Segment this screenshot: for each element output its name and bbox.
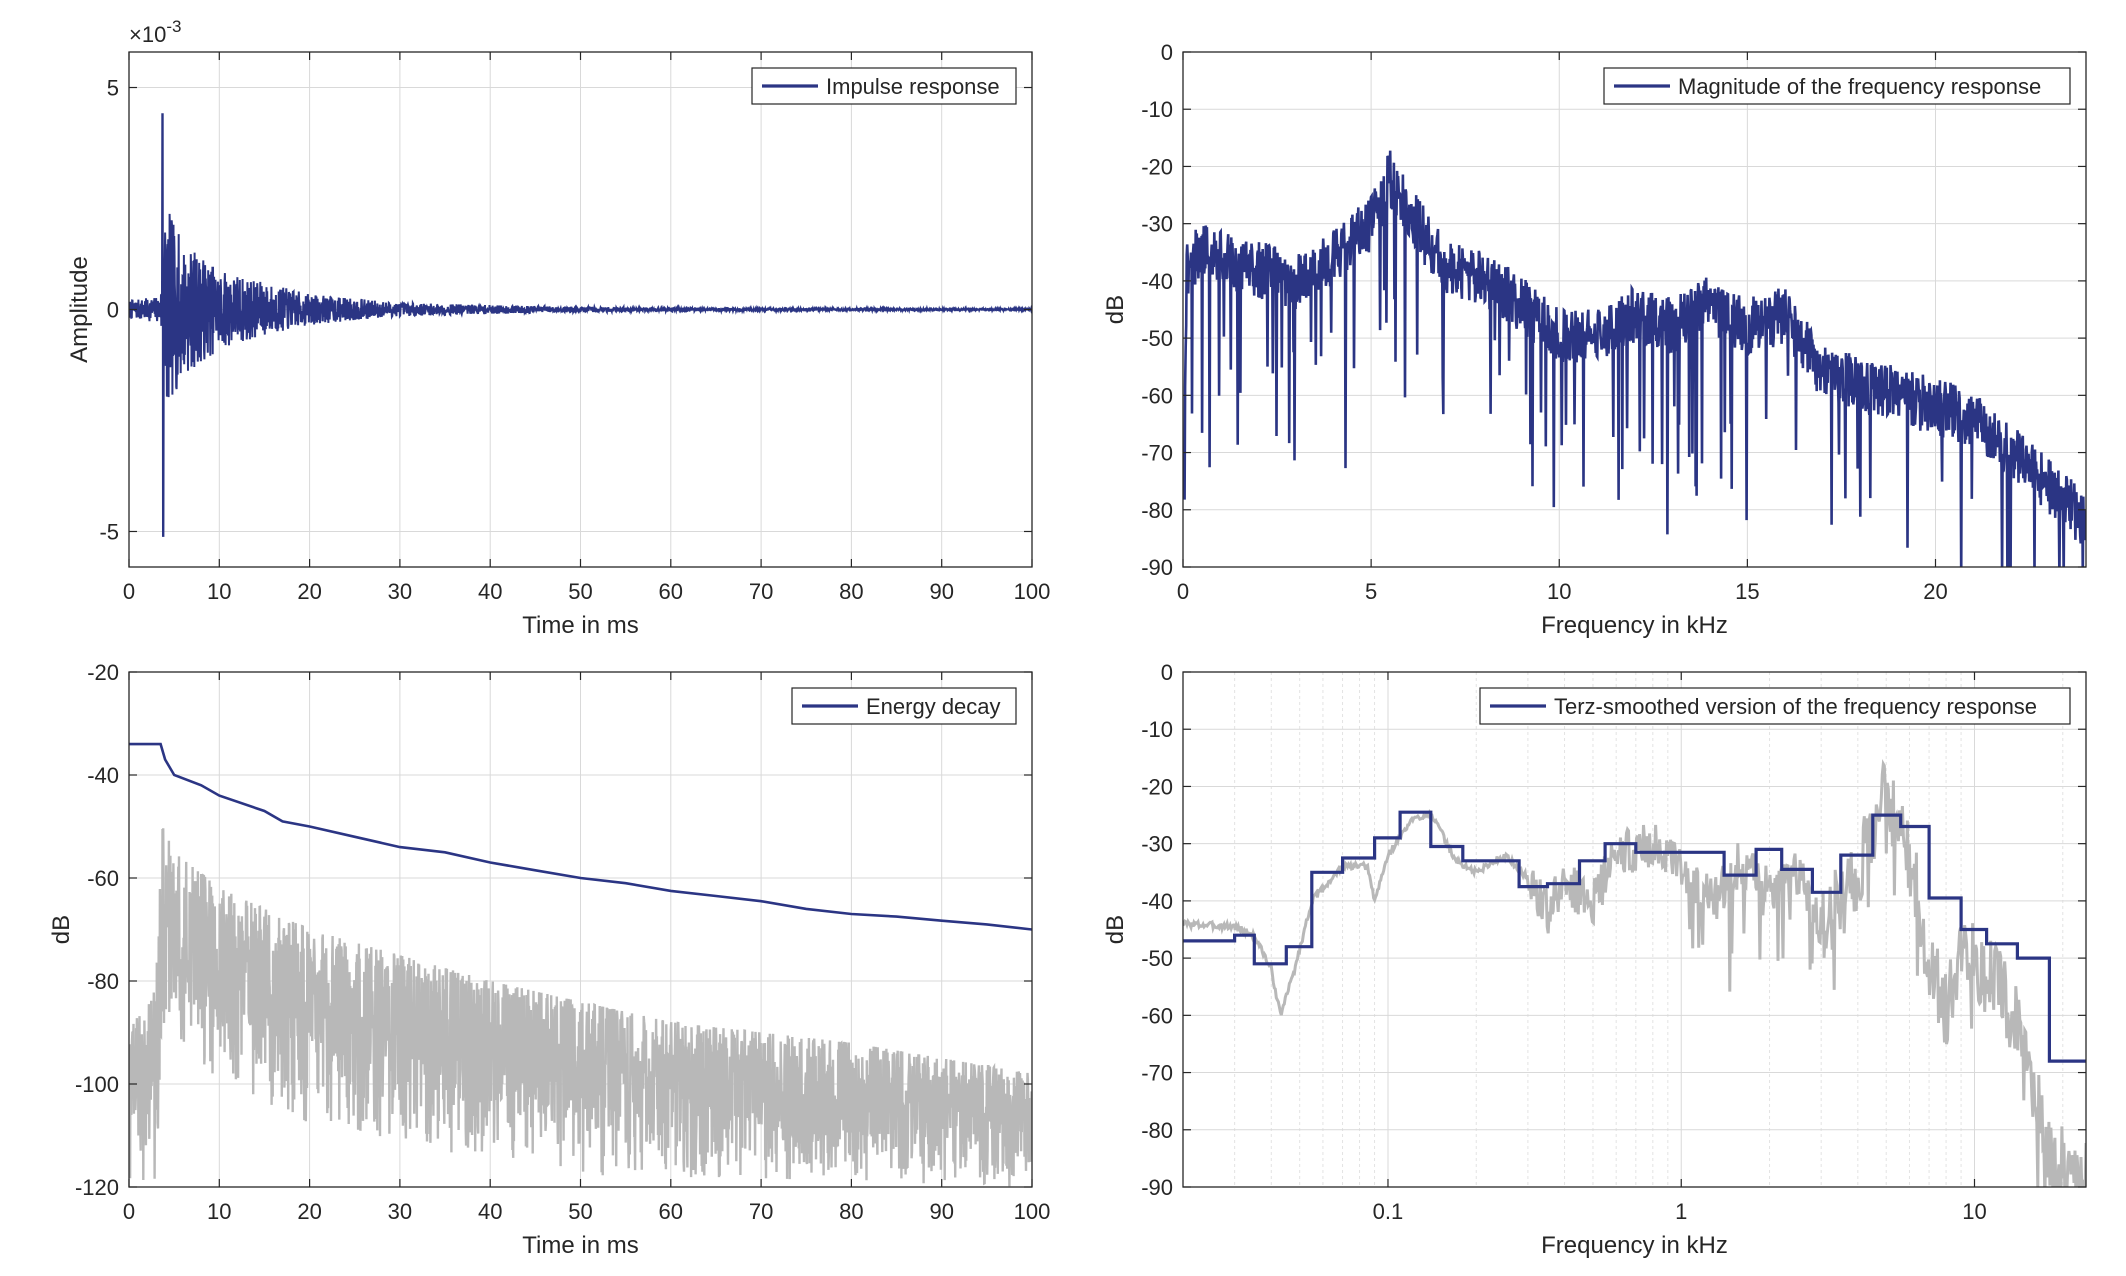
y-tick-label: 0 xyxy=(1161,660,1173,685)
series-group xyxy=(129,113,1032,537)
y-tick-label: -30 xyxy=(1141,832,1173,857)
x-tick-label: 90 xyxy=(929,1199,953,1224)
x-tick-label: 60 xyxy=(659,579,683,604)
terz-smoothed-panel: 0.1 1 10 0 -10 -20 -30 -40 -50 -60 -70 -80 -90 Freque… xyxy=(1102,660,2087,1259)
y-axis-label: dB xyxy=(48,915,75,944)
y-tick-label: -50 xyxy=(1141,326,1173,351)
x-tick-label: 80 xyxy=(839,1199,863,1224)
y-tick-label: -40 xyxy=(87,763,119,788)
x-axis-label: Time in ms xyxy=(522,612,638,639)
y-tick-label: -5 xyxy=(99,519,119,544)
y-tick-label: 5 xyxy=(107,76,119,101)
x-tick-label: 20 xyxy=(297,579,321,604)
y-tick-label: -80 xyxy=(87,969,119,994)
y-axis-label: Amplitude xyxy=(66,256,93,363)
y-tick-label: -10 xyxy=(1141,717,1173,742)
impulse-response-panel: 0 10 20 30 40 50 60 70 80 90 100 -5 0 5 Time in ms Ampl… xyxy=(66,17,1050,639)
x-tick-label: 40 xyxy=(478,579,502,604)
x-tick-label: 40 xyxy=(478,1199,502,1224)
x-tick-label: 20 xyxy=(297,1199,321,1224)
legend: Impulse response xyxy=(751,67,1017,105)
series-group xyxy=(1183,759,2086,1187)
x-tick-label: 50 xyxy=(568,579,592,604)
x-tick-label: 30 xyxy=(388,1199,412,1224)
legend-label: Terz-smoothed version of the frequency r… xyxy=(1554,694,2037,719)
y-axis-label: dB xyxy=(1102,915,1129,944)
x-tick-label: 20 xyxy=(1923,579,1947,604)
legend: Terz-smoothed version of the frequency r… xyxy=(1479,687,2071,725)
y-tick-label: -50 xyxy=(1141,946,1173,971)
x-tick-label: 80 xyxy=(839,579,863,604)
y-exponent-label: ×10-3 xyxy=(129,17,181,47)
impulse-response-line xyxy=(129,113,1032,537)
x-tick-label: 5 xyxy=(1365,579,1377,604)
x-tick-label: 90 xyxy=(929,579,953,604)
x-tick-label: 0 xyxy=(123,579,135,604)
y-tick-label: -80 xyxy=(1141,1118,1173,1143)
ticks: 0 10 20 30 40 50 60 70 80 90 100 -20 -40 -60 -80 -100 -1… xyxy=(75,660,1050,1224)
x-axis-label: Time in ms xyxy=(522,1232,638,1259)
energy-decay-line xyxy=(129,742,1032,931)
energy-decay-panel: 0 10 20 30 40 50 60 70 80 90 100 -20 -40 -60 -80 -100 -1… xyxy=(48,660,1050,1259)
legend: Magnitude of the frequency response xyxy=(1603,67,2071,105)
legend-label: Magnitude of the frequency response xyxy=(1678,74,2041,99)
x-tick-label: 70 xyxy=(749,579,773,604)
y-tick-label: -30 xyxy=(1141,212,1173,237)
ticks: 0 5 10 15 20 0 -10 -20 -30 -40 -50 -60 -70 -80 -90 xyxy=(1141,40,2086,604)
y-axis-label: dB xyxy=(1102,295,1129,324)
series-group xyxy=(129,742,1032,1187)
x-tick-label: 10 xyxy=(207,1199,231,1224)
plot-area xyxy=(1183,672,2086,1187)
y-tick-label: -10 xyxy=(1141,97,1173,122)
y-tick-label: -90 xyxy=(1141,1175,1173,1200)
axis-frame xyxy=(1182,51,2087,568)
y-tick-label: -90 xyxy=(1141,555,1173,580)
x-tick-label: 0.1 xyxy=(1373,1199,1404,1224)
x-tick-label: 50 xyxy=(568,1199,592,1224)
y-tick-label: -40 xyxy=(1141,889,1173,914)
x-tick-label: 60 xyxy=(659,1199,683,1224)
y-tick-label: -70 xyxy=(1141,1061,1173,1086)
y-tick-label: -60 xyxy=(1141,383,1173,408)
x-tick-label: 0 xyxy=(123,1199,135,1224)
legend: Energy decay xyxy=(791,687,1017,725)
x-axis-label: Frequency in kHz xyxy=(1541,1232,1728,1259)
y-tick-label: -70 xyxy=(1141,441,1173,466)
y-tick-label: 0 xyxy=(1161,40,1173,65)
x-axis-label: Frequency in kHz xyxy=(1541,612,1728,639)
magnitude-line xyxy=(1183,150,2086,567)
x-tick-label: 30 xyxy=(388,579,412,604)
x-tick-label: 70 xyxy=(749,1199,773,1224)
x-tick-label: 10 xyxy=(1547,579,1571,604)
ticks: 0 10 20 30 40 50 60 70 80 90 100 -5 0 5 xyxy=(99,52,1050,604)
y-tick-label: 0 xyxy=(107,298,119,323)
y-tick-label: -100 xyxy=(75,1072,119,1097)
series-group xyxy=(1183,150,2086,567)
y-tick-label: -120 xyxy=(75,1175,119,1200)
y-tick-label: -20 xyxy=(1141,774,1173,799)
ticks: 0.1 1 10 0 -10 -20 -30 -40 -50 -60 -70 -80 -90 xyxy=(1141,660,2086,1224)
y-tick-label: -80 xyxy=(1141,498,1173,523)
terz-smoothed-line xyxy=(1183,810,2086,1063)
legend-box xyxy=(1479,687,2071,725)
y-tick-label: -20 xyxy=(1141,154,1173,179)
x-tick-label: 10 xyxy=(1962,1199,1986,1224)
y-tick-label: -40 xyxy=(1141,269,1173,294)
legend-label: Energy decay xyxy=(866,694,1001,719)
x-tick-label: 100 xyxy=(1014,579,1051,604)
x-tick-label: 0 xyxy=(1177,579,1189,604)
x-tick-label: 15 xyxy=(1735,579,1759,604)
x-tick-label: 10 xyxy=(207,579,231,604)
x-tick-label: 100 xyxy=(1014,1199,1051,1224)
legend-box xyxy=(1603,67,2071,105)
x-tick-label: 1 xyxy=(1675,1199,1687,1224)
axis-frame xyxy=(1182,671,2087,1188)
magnitude-response-panel: 0 5 10 15 20 0 -10 -20 -30 -40 -50 -60 -70 -80 -90 Freq… xyxy=(1102,40,2087,639)
energy-envelope-line xyxy=(129,828,1032,1187)
legend-label: Impulse response xyxy=(826,74,1000,99)
y-tick-label: -60 xyxy=(1141,1003,1173,1028)
y-tick-label: -60 xyxy=(87,866,119,891)
y-tick-label: -20 xyxy=(87,660,119,685)
